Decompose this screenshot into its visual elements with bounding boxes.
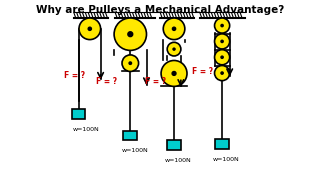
Circle shape [214,66,230,81]
Circle shape [129,62,132,64]
Circle shape [88,27,92,30]
Circle shape [114,18,147,50]
Text: w=100N: w=100N [122,148,148,154]
Circle shape [161,60,187,86]
Text: F = ?: F = ? [192,67,213,76]
Text: w=100N: w=100N [213,157,240,162]
Bar [215,139,228,148]
Text: w=100N: w=100N [73,127,100,132]
Circle shape [122,55,139,71]
Text: F = ?: F = ? [64,71,85,80]
Circle shape [163,18,185,40]
Text: Why are Pulleys a Mechanical Advantage?: Why are Pulleys a Mechanical Advantage? [36,5,284,15]
Text: w=100N: w=100N [165,158,192,163]
Bar [72,109,85,119]
Text: F = ?: F = ? [96,76,117,86]
Circle shape [79,18,100,40]
Circle shape [221,56,223,58]
Circle shape [173,48,175,50]
Circle shape [214,34,230,49]
Circle shape [221,72,223,74]
Circle shape [221,40,223,42]
Bar [167,140,181,150]
Circle shape [172,27,176,30]
Circle shape [221,24,223,27]
Circle shape [214,50,230,65]
Circle shape [214,18,230,33]
Bar [124,130,137,140]
Text: F = ?: F = ? [145,77,166,86]
Circle shape [128,32,133,37]
Circle shape [167,42,181,56]
Circle shape [172,71,176,75]
